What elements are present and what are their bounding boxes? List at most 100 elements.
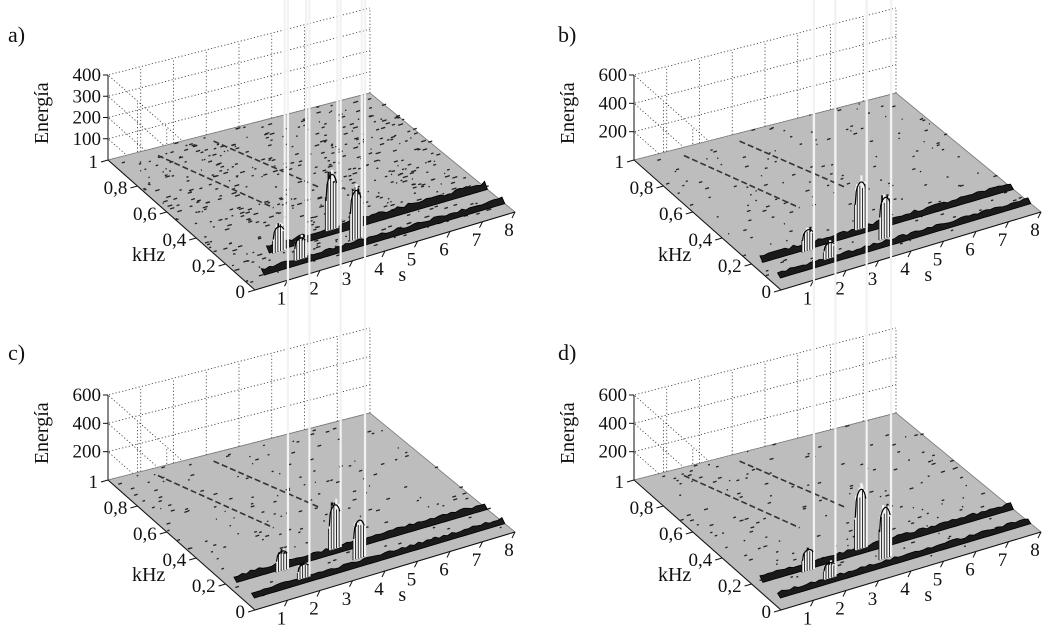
axes: 1 2 3 4 5 6 7 810,80,60,40,20400300200100skHzEn… bbox=[31, 65, 516, 309]
surface-speck bbox=[394, 116, 399, 119]
surface-speck bbox=[791, 485, 794, 488]
y-tick-label: 0,8 bbox=[104, 178, 128, 199]
surface-speck bbox=[402, 175, 408, 179]
surface-speck bbox=[219, 154, 222, 157]
surface-speck bbox=[380, 462, 385, 466]
surface-speck bbox=[444, 175, 451, 178]
surface-speck bbox=[367, 430, 372, 433]
surface-speck bbox=[313, 228, 317, 231]
surface-speck bbox=[246, 279, 249, 282]
surface-speck bbox=[946, 176, 949, 178]
surface-streaks bbox=[157, 460, 319, 529]
surface-speck bbox=[404, 485, 408, 489]
surface-speck bbox=[675, 168, 680, 171]
surface-speck bbox=[462, 492, 467, 495]
surface-speck bbox=[177, 538, 181, 541]
surface-speck bbox=[228, 453, 231, 456]
x-tick bbox=[972, 551, 977, 558]
x-axis-label: s bbox=[924, 584, 932, 606]
surface-speck bbox=[416, 166, 420, 169]
surface-speck bbox=[829, 172, 833, 175]
surface-speck bbox=[319, 205, 325, 208]
surface-speck bbox=[374, 179, 377, 182]
surface-speck bbox=[261, 126, 264, 129]
surface-speck bbox=[416, 198, 422, 202]
surface-speck bbox=[885, 494, 890, 497]
z-tick-label: 300 bbox=[73, 86, 102, 107]
surface-speck bbox=[239, 170, 246, 174]
z-tick-label: 400 bbox=[599, 93, 628, 114]
surface-speck bbox=[446, 220, 449, 223]
surface-speck bbox=[767, 501, 772, 505]
y-tick bbox=[744, 583, 752, 587]
surface-speck bbox=[333, 171, 337, 174]
surface-speck bbox=[232, 252, 236, 255]
surface-speck bbox=[312, 429, 317, 432]
surface-speck bbox=[785, 258, 788, 261]
surface-speck bbox=[158, 496, 163, 499]
surface-speck bbox=[947, 537, 951, 540]
surface-speck bbox=[413, 192, 417, 195]
surface-speck bbox=[841, 462, 845, 466]
surface-speck bbox=[959, 508, 963, 511]
surface-speck bbox=[190, 198, 196, 201]
surface-speck bbox=[237, 245, 243, 248]
surface-speck bbox=[155, 164, 159, 167]
surface-speck bbox=[142, 499, 146, 502]
surface-speck bbox=[204, 540, 208, 543]
surface-speck bbox=[840, 177, 844, 180]
surface-speck bbox=[356, 138, 359, 141]
surface-speck bbox=[178, 156, 184, 159]
surface-speck bbox=[907, 520, 911, 523]
surface-streaks bbox=[157, 140, 319, 209]
surface-speck bbox=[368, 106, 373, 109]
surface-speck bbox=[818, 445, 822, 448]
y-tick bbox=[159, 211, 167, 215]
surface-speck bbox=[192, 144, 198, 148]
y-tick-label: 1 bbox=[89, 152, 99, 173]
surface-speck bbox=[401, 159, 404, 162]
surface-speck bbox=[219, 194, 223, 197]
surface-band bbox=[250, 516, 506, 599]
surface-speck bbox=[743, 254, 747, 257]
surface-speck bbox=[221, 567, 225, 570]
x-tick-label: 2 bbox=[309, 599, 319, 620]
panel-label: b) bbox=[558, 22, 576, 47]
x-tick bbox=[349, 260, 353, 267]
surface-peak-outline bbox=[349, 189, 362, 215]
surface-speck bbox=[821, 165, 826, 168]
surface-speck bbox=[940, 470, 946, 473]
x-tick-label: 6 bbox=[965, 240, 975, 261]
surface-speck bbox=[846, 521, 850, 524]
surface-speck bbox=[710, 531, 713, 534]
surface-speck bbox=[791, 173, 796, 176]
x-tick-label: 1 bbox=[803, 608, 813, 629]
surface-speck bbox=[748, 219, 752, 222]
surface-speck bbox=[850, 125, 854, 128]
surface-speck bbox=[262, 444, 266, 447]
surface-speck bbox=[421, 183, 426, 186]
surface-speck bbox=[805, 455, 810, 458]
x-tick bbox=[414, 561, 418, 568]
surface-speck bbox=[325, 430, 330, 433]
surface-speck bbox=[680, 518, 684, 521]
surface-speck bbox=[236, 207, 240, 209]
surface-speck bbox=[891, 105, 896, 108]
x-tick-label: 1 bbox=[277, 608, 287, 629]
surface-speck bbox=[130, 487, 135, 490]
y-tick-label: 0,8 bbox=[630, 178, 654, 199]
surface-speck bbox=[393, 160, 399, 163]
surface-speck bbox=[179, 189, 182, 191]
z-tick-label: 200 bbox=[599, 122, 628, 143]
surface-speck bbox=[267, 201, 271, 204]
surface-speck bbox=[736, 479, 740, 482]
surface-speck bbox=[330, 104, 333, 107]
surface-speck bbox=[214, 174, 219, 178]
surface-speck bbox=[938, 200, 941, 203]
surface-speck bbox=[432, 526, 436, 529]
surface-speck bbox=[224, 217, 228, 220]
surface-speck bbox=[323, 139, 328, 142]
surface-speck bbox=[317, 196, 323, 199]
surface-speck bbox=[381, 119, 387, 122]
